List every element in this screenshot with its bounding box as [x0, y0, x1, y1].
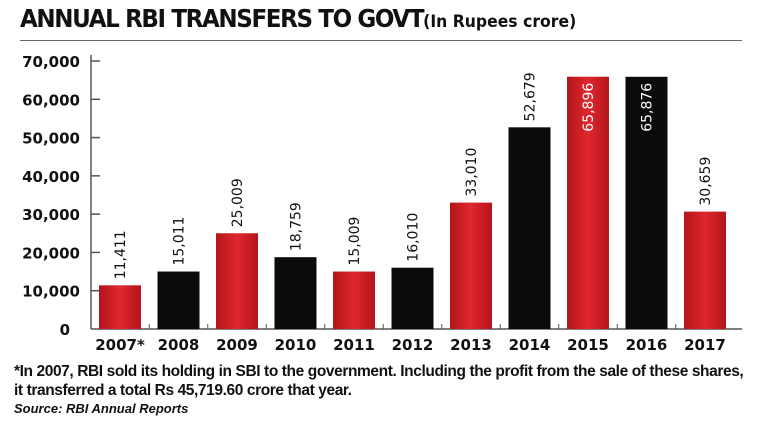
data-label: 15,011: [172, 217, 188, 266]
x-tick-label: 2011: [333, 336, 375, 354]
bar-chart: 0 10,000 20,000 30,000 40,000 50,000 60,000 70,…: [22, 53, 742, 354]
data-label: 52,679: [523, 72, 539, 121]
bar-2014: [508, 127, 551, 329]
data-label: 15,009: [347, 217, 363, 266]
x-tick-label: 2012: [392, 336, 434, 354]
y-tick-label: 40,000: [22, 168, 80, 186]
title-divider: [20, 40, 742, 41]
bar-2008: [157, 271, 200, 329]
bar-2011: [333, 271, 375, 329]
source-note: Source: RBI Annual Reports: [14, 401, 189, 416]
bar-2010: [274, 257, 317, 329]
chart-title: ANNUAL RBI TRANSFERS TO GOVT(In Rupees c…: [20, 4, 576, 33]
bar-2015: [567, 76, 609, 329]
bar-2013: [450, 202, 492, 329]
title-text: ANNUAL RBI TRANSFERS TO GOVT: [20, 4, 425, 33]
x-tick-label: 2007*: [95, 336, 145, 354]
data-label: 30,659: [698, 157, 714, 206]
x-tick-label: 2013: [450, 336, 492, 354]
x-tick-label: 2016: [626, 336, 668, 354]
data-label: 18,759: [289, 202, 305, 251]
y-tick-label: 50,000: [22, 130, 80, 148]
data-label: 65,876: [640, 83, 656, 132]
data-label: 65,896: [581, 83, 597, 132]
x-tick-label: 2008: [158, 336, 200, 354]
x-tick-label: 2015: [567, 336, 609, 354]
bar-2007: [99, 285, 141, 329]
footnote: *In 2007, RBI sold its holding in SBI to…: [14, 363, 744, 399]
bar-2012: [391, 267, 434, 329]
x-tick-label: 2017: [684, 336, 726, 354]
x-tick-label: 2014: [509, 336, 551, 354]
y-tick-label: 70,000: [22, 53, 80, 71]
bar-2017: [684, 211, 726, 329]
bar-2016: [625, 76, 668, 329]
y-tick-label: 20,000: [22, 244, 80, 262]
data-label: 16,010: [406, 213, 422, 262]
x-tick-label: 2010: [275, 336, 317, 354]
data-label: 25,009: [230, 178, 246, 227]
x-tick-label: 2009: [216, 336, 258, 354]
y-tick-label: 60,000: [22, 91, 80, 109]
y-tick-label: 0: [60, 321, 70, 339]
data-label: 33,010: [464, 148, 480, 197]
bar-2009: [216, 233, 258, 329]
y-tick-label: 30,000: [22, 206, 80, 224]
chart-subtitle: (In Rupees crore): [423, 12, 577, 32]
data-label: 11,411: [113, 230, 129, 279]
y-tick-label: 10,000: [22, 283, 80, 301]
